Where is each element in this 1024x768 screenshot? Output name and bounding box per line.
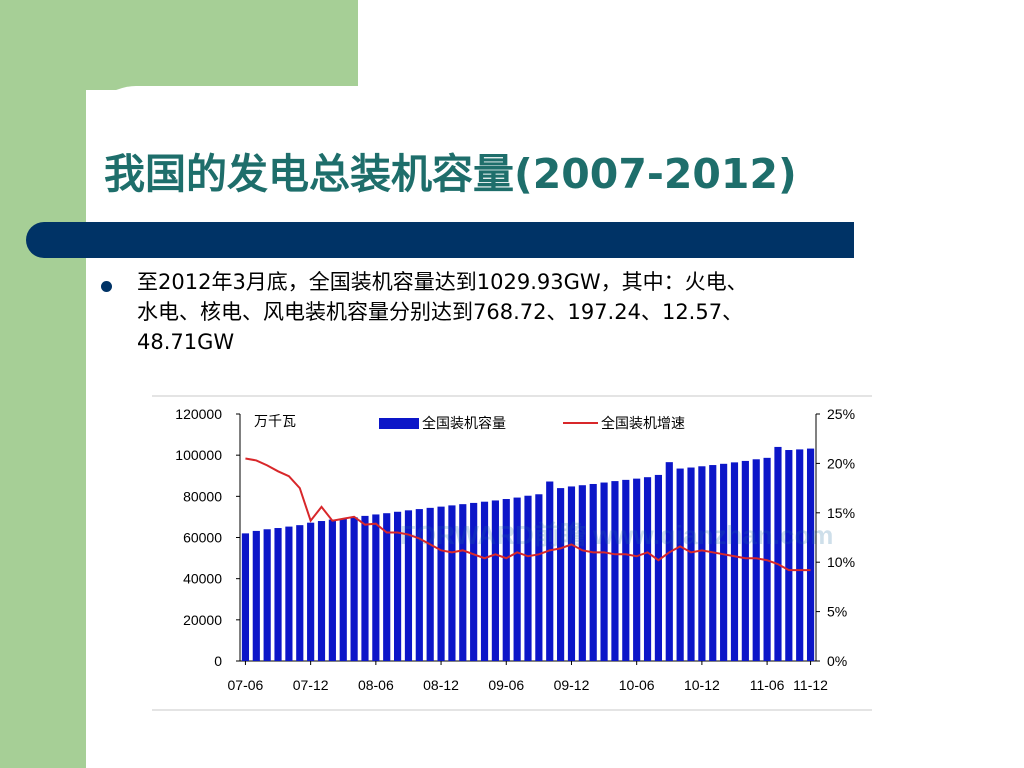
capacity-bar bbox=[328, 519, 336, 661]
x-tick-label: 07-06 bbox=[228, 677, 264, 693]
left-tick-label: 100000 bbox=[175, 447, 222, 463]
capacity-bar bbox=[774, 446, 782, 661]
axis-labels: 0 20000 40000 60000 80000 100000 120000 0% 5% 10%… bbox=[175, 406, 855, 693]
capacity-bar bbox=[241, 533, 250, 661]
capacity-bar bbox=[459, 504, 467, 661]
growth-rate-line bbox=[245, 457, 811, 572]
capacity-bar bbox=[589, 483, 597, 661]
capacity-bar bbox=[415, 509, 423, 661]
x-tick-label: 11-06 bbox=[750, 677, 785, 693]
x-tick-label: 08-06 bbox=[358, 677, 394, 693]
capacity-bar bbox=[437, 506, 445, 662]
x-tick-label: 08-12 bbox=[423, 677, 459, 693]
legend-line-label: 全国装机增速 bbox=[601, 415, 685, 431]
capacity-bar bbox=[741, 460, 749, 661]
right-tick-label: 0% bbox=[827, 653, 847, 669]
capacity-bar bbox=[263, 529, 271, 661]
capacity-bar bbox=[339, 518, 347, 661]
capacity-combo-chart: 万千瓦 全国装机容量 全国装机增速 FORWARD前瞻 www.qianzhan… bbox=[152, 395, 872, 711]
capacity-bar bbox=[513, 497, 521, 661]
left-tick-label: 120000 bbox=[175, 406, 222, 422]
capacity-bar bbox=[600, 482, 608, 661]
line-layer bbox=[245, 457, 811, 572]
capacity-bar bbox=[557, 488, 565, 661]
capacity-bar bbox=[372, 514, 380, 661]
capacity-bar bbox=[480, 501, 489, 661]
capacity-bar bbox=[470, 502, 478, 661]
left-tick-label: 60000 bbox=[183, 530, 222, 546]
right-tick-label: 10% bbox=[827, 554, 855, 570]
capacity-bar bbox=[687, 467, 695, 661]
capacity-bar bbox=[274, 528, 282, 661]
capacity-bar bbox=[578, 485, 586, 661]
left-tick-label: 40000 bbox=[183, 571, 222, 587]
x-tick-label: 10-12 bbox=[684, 677, 720, 693]
capacity-bar bbox=[567, 486, 576, 661]
capacity-bar bbox=[643, 477, 652, 661]
capacity-bar bbox=[698, 466, 706, 661]
watermark-text: FORWARD前瞻 www.qianzhan.com bbox=[400, 520, 833, 550]
right-tick-label: 15% bbox=[827, 505, 855, 521]
bars-layer bbox=[241, 446, 815, 662]
right-tick-label: 20% bbox=[827, 455, 855, 471]
capacity-bar bbox=[317, 521, 326, 661]
capacity-bar bbox=[796, 449, 804, 661]
bullet-dot-icon bbox=[101, 281, 112, 292]
capacity-bar bbox=[426, 507, 434, 661]
bullet-line-1: 至2012年3月底，全国装机容量达到1029.93GW，其中：火电、 bbox=[137, 270, 748, 294]
capacity-bar bbox=[307, 522, 315, 661]
capacity-bar bbox=[361, 515, 369, 661]
capacity-bar bbox=[622, 479, 630, 661]
capacity-bar bbox=[524, 495, 532, 661]
capacity-bar bbox=[676, 468, 684, 661]
capacity-bar bbox=[535, 494, 543, 661]
capacity-bar bbox=[785, 450, 793, 661]
capacity-bar bbox=[404, 510, 413, 661]
left-tick-label: 0 bbox=[214, 653, 222, 669]
capacity-bar bbox=[394, 511, 402, 661]
left-tick-label: 20000 bbox=[183, 612, 222, 628]
x-tick-label: 09-06 bbox=[488, 677, 524, 693]
capacity-bar bbox=[665, 462, 673, 661]
capacity-bar bbox=[285, 526, 293, 661]
capacity-bar bbox=[448, 505, 456, 661]
capacity-bar bbox=[752, 459, 760, 661]
right-tick-label: 5% bbox=[827, 604, 847, 620]
capacity-bar bbox=[546, 481, 554, 661]
x-tick-label: 07-12 bbox=[293, 677, 329, 693]
legend-bar-swatch bbox=[379, 418, 419, 429]
legend: 全国装机容量 全国装机增速 bbox=[379, 415, 685, 431]
capacity-bar bbox=[491, 500, 499, 661]
capacity-bar bbox=[383, 513, 391, 661]
title-underline-bar bbox=[26, 222, 854, 258]
bullet-text: 至2012年3月底，全国装机容量达到1029.93GW，其中：火电、 水电、核电… bbox=[137, 267, 937, 357]
capacity-bar bbox=[252, 530, 260, 661]
decor-green-stripe-left bbox=[0, 0, 86, 768]
slide-title: 我国的发电总装机容量(2007-2012) bbox=[104, 150, 797, 198]
capacity-bar bbox=[350, 517, 358, 661]
right-tick-label: 25% bbox=[827, 406, 855, 422]
capacity-bar bbox=[720, 463, 728, 661]
left-tick-label: 80000 bbox=[183, 488, 222, 504]
capacity-bar bbox=[611, 481, 619, 661]
bullet-line-2: 水电、核电、风电装机容量分别达到768.72、197.24、12.57、 bbox=[137, 300, 744, 324]
capacity-bar bbox=[730, 462, 739, 661]
capacity-bar bbox=[654, 474, 662, 661]
capacity-bar bbox=[633, 478, 641, 661]
bullet-line-3: 48.71GW bbox=[137, 330, 235, 354]
capacity-bar bbox=[502, 499, 510, 661]
unit-label: 万千瓦 bbox=[254, 413, 296, 429]
x-tick-label: 11-12 bbox=[793, 677, 828, 693]
capacity-bar bbox=[709, 465, 717, 661]
capacity-bar bbox=[806, 448, 815, 661]
capacity-bar bbox=[296, 525, 304, 661]
x-tick-label: 10-06 bbox=[619, 677, 655, 693]
x-tick-label: 09-12 bbox=[554, 677, 590, 693]
legend-bar-label: 全国装机容量 bbox=[422, 415, 506, 431]
